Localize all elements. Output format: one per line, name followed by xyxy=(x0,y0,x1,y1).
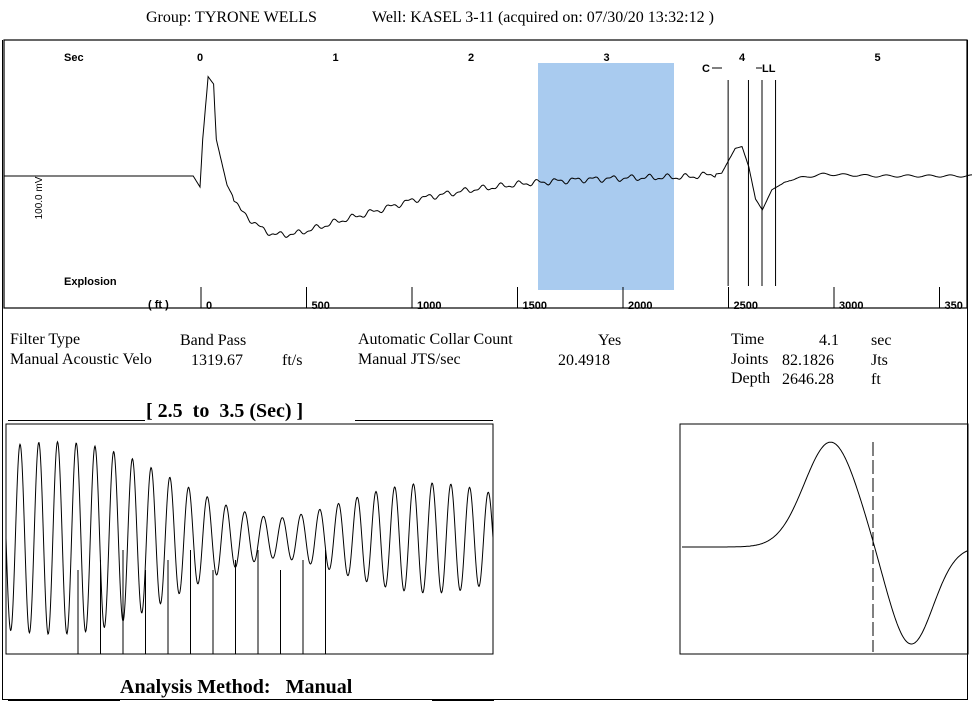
depth-value: 2646.28 xyxy=(782,371,834,388)
ft-tick-label: 1500 xyxy=(523,300,547,312)
ft-tick-label: 0 xyxy=(206,300,212,312)
joints-unit: Jts xyxy=(871,352,888,369)
time-unit: sec xyxy=(871,332,892,349)
joints-label: Joints xyxy=(731,351,769,368)
header-well: Well: KASEL 3-11 (acquired on: 07/30/20 … xyxy=(372,9,714,26)
waveform-line xyxy=(3,75,972,238)
ft-tick-label: 350 xyxy=(945,300,963,312)
sec-tick-label: 5 xyxy=(875,52,881,64)
analysis-method: Analysis Method: Manual xyxy=(120,676,353,698)
explosion-label: Explosion xyxy=(64,276,117,288)
sec-tick-label: 4 xyxy=(739,52,746,64)
zoom-title-rule-right xyxy=(355,420,493,421)
jts-value: 20.4918 xyxy=(558,352,610,369)
sec-tick-label: 3 xyxy=(604,52,610,64)
zoom-waveform-line xyxy=(5,440,494,636)
collar-value: Yes xyxy=(598,332,622,349)
velocity-value: 1319.67 xyxy=(191,352,243,369)
detail-plot xyxy=(679,423,969,655)
depth-label: Depth xyxy=(731,370,771,387)
zoom-title-rule-left xyxy=(8,420,145,421)
ft-tick-label: 1000 xyxy=(417,300,441,312)
ft-axis-label: ( ft ) xyxy=(148,299,169,311)
ft-tick-label: 2000 xyxy=(628,300,652,312)
sec-tick-label: 0 xyxy=(197,52,203,64)
sec-axis-label: Sec xyxy=(64,52,84,64)
marker-c-label: C xyxy=(702,63,710,75)
velocity-unit: ft/s xyxy=(282,352,303,369)
depth-unit: ft xyxy=(871,371,881,388)
velocity-label: Manual Acoustic Velo xyxy=(10,351,152,368)
ft-tick-label: 3000 xyxy=(839,300,863,312)
marker-ll-label: LL xyxy=(762,63,776,75)
footer-rule-right xyxy=(432,700,494,701)
time-value: 4.1 xyxy=(819,332,839,349)
collar-label: Automatic Collar Count xyxy=(358,331,513,348)
filter-type-label: Filter Type xyxy=(10,331,81,348)
ft-tick-label: 500 xyxy=(312,300,330,312)
sec-tick-label: 1 xyxy=(333,52,339,64)
footer-rule-left xyxy=(8,700,120,701)
zoom-title: [ 2.5 to 3.5 (Sec) ] xyxy=(146,400,304,422)
time-label: Time xyxy=(731,331,765,348)
report-frame xyxy=(2,40,968,700)
zoom-plot xyxy=(5,423,494,655)
highlight-window xyxy=(538,63,674,290)
ft-tick-label: 2500 xyxy=(734,300,758,312)
main-plot: Sec 0 1 2 3 4 5 C LL 100.0 mV Explosion ( ft … xyxy=(3,39,972,312)
header-group: Group: TYRONE WELLS xyxy=(146,9,317,26)
joints-value: 82.1826 xyxy=(782,352,834,369)
main-plot-border xyxy=(3,39,968,309)
jts-label: Manual JTS/sec xyxy=(358,351,461,368)
sec-tick-label: 2 xyxy=(468,52,474,64)
filter-type-value: Band Pass xyxy=(180,332,247,349)
detail-plot-border xyxy=(679,423,969,655)
y-axis-label: 100.0 mV xyxy=(34,176,45,219)
detail-waveform-line xyxy=(682,441,969,645)
